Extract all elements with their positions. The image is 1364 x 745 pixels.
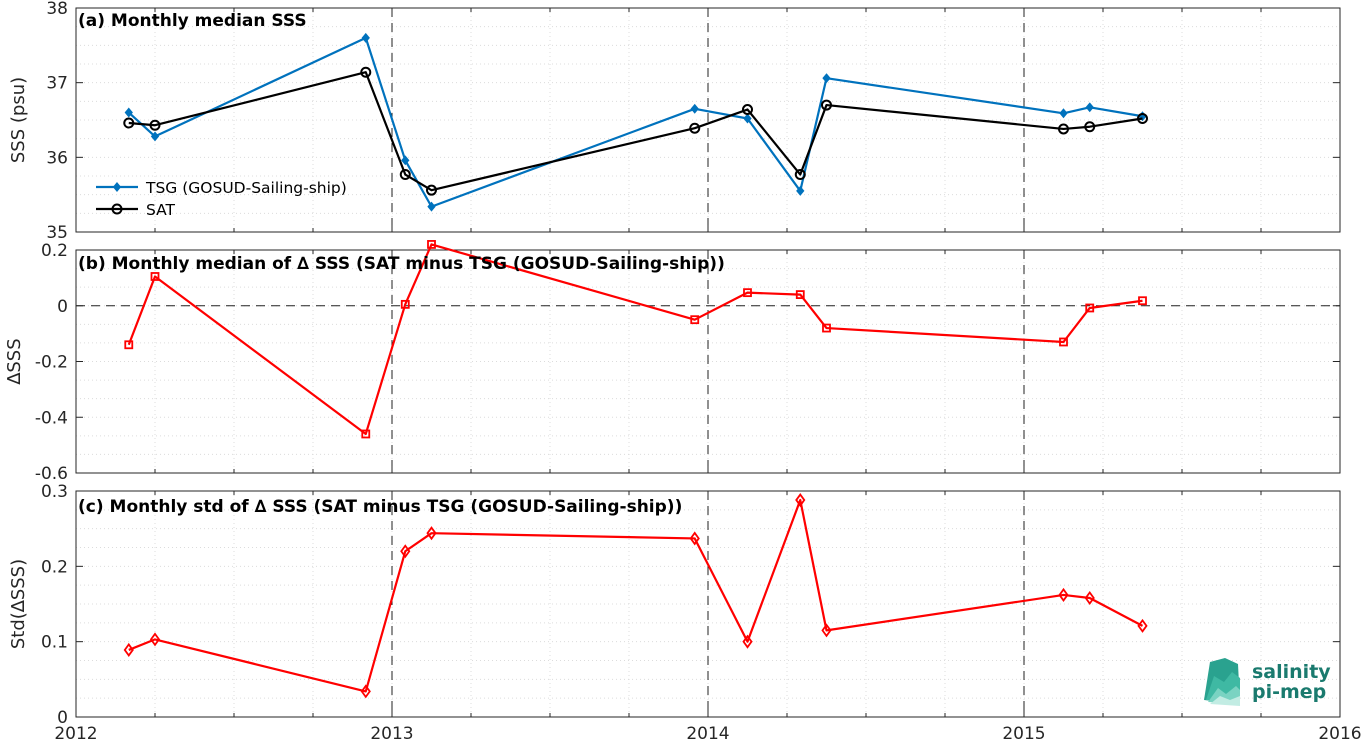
salinity-pi-mep-logo: salinity pi-mep	[1204, 658, 1331, 706]
data-point	[400, 544, 411, 559]
data-point	[1058, 123, 1069, 135]
data-point	[795, 290, 805, 300]
series-1	[124, 32, 1147, 212]
legend: TSG (GOSUD-Sailing-ship) SAT	[96, 179, 347, 219]
data-point	[742, 104, 753, 116]
data-point	[1059, 108, 1068, 119]
x-tick-label: 2016	[1318, 724, 1361, 744]
data-point	[689, 122, 701, 134]
panel-title: (b) Monthly median of ∆ SSS (SAT minus T…	[78, 254, 725, 274]
data-point	[124, 107, 133, 118]
data-point	[360, 684, 371, 699]
data-point	[794, 169, 806, 181]
data-point	[1085, 102, 1094, 113]
panel-title: (c) Monthly std of ∆ SSS (SAT minus TSG …	[78, 497, 682, 517]
panel-2: -0.6 -0.4 -0.2 0 0.2 ∆SSS (b) Monthly median o…	[4, 240, 1341, 484]
data-point	[690, 103, 699, 114]
y-axis-label: ∆SSS	[4, 338, 25, 385]
y-tick-label: -0.4	[35, 408, 68, 428]
legend-label: SAT	[146, 201, 176, 219]
data-point	[1059, 337, 1068, 347]
y-tick-label: 38	[46, 0, 68, 19]
logo-wave-icon	[1204, 658, 1240, 706]
y-tick-label: 36	[46, 148, 68, 168]
data-point	[399, 169, 411, 181]
legend-label: TSG (GOSUD-Sailing-ship)	[145, 179, 347, 197]
data-point	[150, 272, 160, 281]
y-tick-label: 0	[57, 297, 68, 317]
data-point	[123, 117, 135, 129]
data-point	[149, 632, 161, 647]
series-line	[127, 243, 1143, 436]
data-point	[742, 634, 753, 649]
data-point	[427, 201, 436, 212]
data-point	[426, 526, 437, 541]
data-point	[1137, 618, 1148, 633]
y-tick-label: 0.1	[41, 633, 68, 653]
data-point	[1084, 590, 1095, 606]
y-tick-label: 37	[46, 74, 68, 94]
data-point	[743, 113, 752, 124]
x-tick-label: 2013	[370, 724, 413, 744]
x-tick-label: 2015	[1002, 724, 1045, 744]
data-point	[361, 429, 371, 439]
data-point	[743, 288, 752, 298]
data-point	[401, 155, 410, 166]
data-point	[795, 493, 806, 508]
panel-title: (a) Monthly median SSS	[78, 11, 307, 31]
data-point	[822, 73, 831, 84]
y-tick-label: 0.2	[41, 241, 68, 261]
logo-line1: salinity	[1252, 661, 1331, 683]
data-point	[822, 323, 831, 333]
data-point	[150, 131, 160, 142]
data-point	[1084, 121, 1096, 133]
data-point	[360, 66, 372, 78]
data-point	[427, 240, 436, 249]
y-axis-label: SSS (psu)	[8, 77, 29, 163]
data-point	[821, 99, 832, 111]
data-point	[690, 315, 700, 325]
data-point	[400, 299, 410, 309]
y-axis-label: Std(∆SSS)	[8, 559, 29, 649]
logo-line2: pi-mep	[1252, 681, 1326, 703]
series-2	[123, 66, 1148, 196]
data-point	[821, 623, 832, 638]
data-point	[361, 32, 370, 43]
y-tick-label: 35	[46, 223, 68, 243]
legend-marker	[112, 182, 122, 192]
data-point	[426, 184, 437, 196]
x-tick-label: 2014	[686, 724, 729, 744]
data-point	[1058, 587, 1069, 602]
y-tick-label: 0.3	[41, 482, 68, 502]
data-point	[1085, 303, 1095, 313]
y-tick-label: 0	[57, 708, 68, 728]
panel-1: 35 36 37 38 SSS (psu) (a) Monthly median SSS T…	[8, 0, 1341, 243]
data-point	[124, 340, 134, 350]
data-point	[1137, 113, 1148, 125]
series-1	[123, 493, 1148, 699]
y-tick-label: -0.2	[35, 353, 68, 373]
x-tick-label: 2012	[54, 724, 97, 744]
data-point	[796, 185, 805, 196]
y-tick-label: -0.6	[35, 464, 68, 484]
y-tick-label: 0.2	[41, 557, 68, 577]
data-point	[123, 642, 134, 657]
data-point	[689, 531, 700, 546]
series-line	[128, 36, 1143, 208]
panel-3: 0 0.1 0.2 0.3 2012 2013 2014 2015 2016 Std(∆SSS) (…	[8, 482, 1362, 744]
series-1	[124, 240, 1147, 439]
data-point	[149, 119, 161, 131]
data-point	[1138, 296, 1147, 306]
legend-marker	[111, 203, 123, 215]
